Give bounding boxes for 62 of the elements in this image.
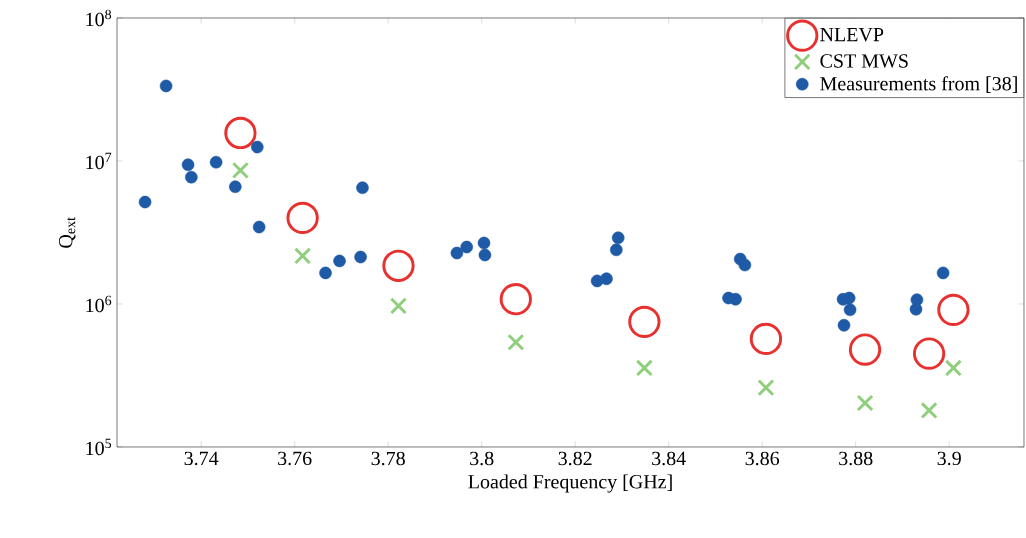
x-axis-title: Loaded Frequency [GHz]: [468, 474, 672, 493]
point: [477, 236, 491, 250]
point: [252, 220, 266, 234]
point: [843, 303, 857, 317]
y-tick-label: 10$^{5}$: [86, 438, 112, 456]
point: [610, 243, 623, 257]
point: [478, 248, 492, 262]
legend-label: Measurements from [38]: [820, 76, 1017, 93]
x-tick-label: 3.9: [937, 451, 961, 466]
point: [159, 79, 173, 93]
point: [757, 379, 775, 397]
legend-label: CST MWS: [820, 54, 908, 68]
x-tick-label: 3.88: [839, 451, 873, 466]
point: [460, 240, 473, 254]
point: [507, 333, 525, 351]
point: [937, 293, 970, 326]
point: [628, 305, 661, 338]
point: [356, 181, 369, 195]
point: [231, 161, 249, 179]
x-tick-label: 3.8: [470, 451, 494, 466]
point: [333, 254, 346, 268]
point: [912, 337, 946, 370]
point: [856, 394, 874, 412]
y-tick-label: 10$^{8}$: [86, 9, 112, 27]
point: [944, 359, 962, 377]
point: [837, 318, 851, 332]
x-tick-label: 3.84: [652, 451, 686, 466]
point: [319, 266, 332, 280]
point: [611, 231, 625, 245]
point: [181, 158, 195, 172]
point: [729, 292, 742, 306]
point: [209, 155, 223, 169]
point: [936, 266, 950, 280]
point: [185, 170, 198, 184]
point: [842, 291, 856, 305]
point: [635, 359, 653, 377]
y-tick-label: 10$^{7}$: [86, 152, 112, 170]
point: [286, 201, 319, 235]
point: [389, 297, 407, 315]
y-axis-title: Q$_{ext}$: [59, 217, 76, 248]
y-tick-label: 10$^{6}$: [86, 295, 112, 313]
point: [354, 250, 367, 264]
point: [910, 293, 924, 307]
point: [450, 246, 464, 260]
point: [294, 247, 312, 265]
point: [920, 401, 938, 420]
point: [224, 116, 257, 150]
point: [499, 283, 532, 316]
point: [749, 322, 783, 356]
point: [229, 180, 242, 194]
point: [250, 140, 264, 154]
point: [138, 195, 152, 209]
x-tick-label: 3.86: [745, 451, 780, 466]
point: [848, 333, 882, 366]
x-tick-label: 3.82: [558, 451, 592, 466]
x-tick-label: 3.74: [184, 451, 219, 466]
point: [738, 258, 752, 272]
x-tick-label: 3.76: [278, 451, 312, 466]
point: [600, 272, 613, 286]
x-tick-label: 3.78: [371, 451, 405, 466]
legend-label: NLEVP: [820, 28, 884, 42]
point: [382, 249, 415, 282]
